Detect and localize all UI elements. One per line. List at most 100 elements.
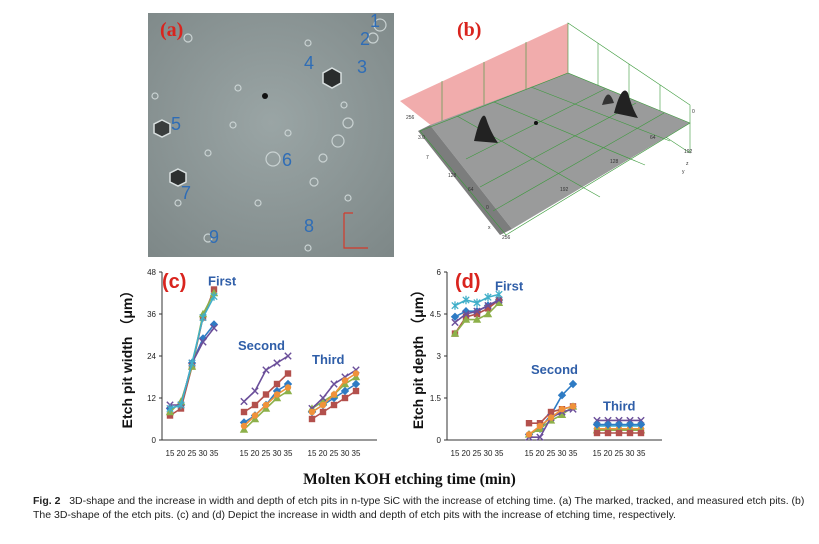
data-point	[636, 420, 646, 429]
3d-tick-label: 0	[486, 205, 489, 211]
y-tick-label: 3	[437, 352, 442, 361]
data-point	[495, 296, 503, 304]
data-point	[494, 298, 504, 306]
data-point	[262, 391, 270, 398]
data-point	[198, 334, 208, 343]
3d-axis-letter: x	[488, 225, 491, 231]
micrograph-image	[148, 13, 394, 257]
data-point	[495, 290, 503, 299]
y-axis-label: Etch pit depth （μm）	[410, 283, 426, 429]
data-point	[341, 377, 349, 384]
data-point	[239, 418, 249, 427]
data-point	[450, 312, 460, 321]
y-tick-label: 1.5	[430, 394, 442, 403]
data-point	[484, 301, 492, 310]
3d-tick-label: 3.0	[418, 135, 425, 141]
x-tick-label: 15	[451, 449, 460, 458]
x-tick-label: 35	[284, 449, 293, 458]
x-tick-label: 30	[484, 449, 493, 458]
pit-label-2: 2	[360, 29, 371, 49]
data-point	[166, 404, 174, 413]
data-point	[484, 305, 492, 312]
panel-a-tag: (a)	[160, 19, 184, 41]
data-point	[615, 429, 623, 437]
data-point	[568, 379, 578, 389]
data-point	[272, 386, 282, 396]
data-point	[473, 298, 481, 307]
data-point	[351, 379, 361, 389]
x-tick-label: 35	[637, 449, 646, 458]
x-tick-label: 25	[473, 449, 482, 458]
data-point	[240, 422, 248, 430]
x-tick-label: 15	[593, 449, 602, 458]
3d-surface-image: 256 3.0 7 128 64 0 192 256 64 128 192 0 …	[400, 22, 695, 241]
pit-label-8: 8	[304, 216, 315, 236]
data-point	[557, 410, 567, 418]
panel-b-3d-shape: 256 3.0 7 128 64 0 192 256 64 128 192 0 …	[400, 13, 710, 257]
data-point	[626, 429, 634, 437]
y-tick-label: 24	[147, 352, 156, 361]
data-point	[251, 401, 259, 409]
pit-label-4: 4	[304, 53, 315, 73]
y-tick-label: 4.5	[430, 310, 442, 319]
data-point	[637, 429, 645, 437]
pit-label-7: 7	[181, 183, 192, 203]
3d-axis-letter: y	[682, 169, 685, 175]
data-point	[484, 293, 492, 302]
group-label: Third	[312, 352, 345, 367]
pit-label-3: 3	[357, 57, 368, 77]
data-point	[536, 433, 544, 441]
data-point	[251, 412, 259, 419]
data-point	[462, 310, 470, 318]
y-tick-label: 0	[437, 436, 442, 445]
x-tick-label: 35	[495, 449, 504, 458]
data-point	[536, 422, 544, 430]
3d-tick-label: 64	[468, 187, 474, 193]
x-tick-label: 20	[536, 449, 545, 458]
data-point	[319, 408, 327, 416]
data-point	[547, 408, 555, 416]
panel-b-tag: (b)	[457, 19, 482, 41]
x-tick-label: 15	[308, 449, 317, 458]
data-point	[319, 394, 327, 402]
panel-tag: (c)	[162, 271, 186, 293]
data-point	[284, 352, 292, 360]
3d-axis-letter: z	[686, 161, 689, 167]
panel-a-micrograph: (a) 1 2 3 4 5 6 7 8 9	[148, 11, 394, 257]
data-point	[330, 391, 338, 398]
pit-label-5: 5	[171, 114, 182, 134]
series-line	[169, 296, 215, 410]
y-tick-label: 36	[147, 310, 156, 319]
x-tick-label: 25	[547, 449, 556, 458]
y-tick-label: 48	[147, 268, 156, 277]
group-label: First	[208, 274, 237, 289]
data-point	[625, 420, 635, 429]
data-point	[593, 429, 601, 437]
data-point	[330, 380, 338, 388]
data-point	[352, 370, 360, 377]
data-point	[210, 292, 218, 301]
data-point	[614, 420, 624, 429]
data-point	[284, 384, 292, 391]
figure-number: Fig. 2	[33, 495, 61, 507]
x-tick-label: 25	[188, 449, 197, 458]
data-point	[166, 412, 174, 419]
data-point	[451, 301, 459, 310]
data-point	[341, 394, 349, 402]
data-point	[262, 401, 270, 409]
x-tick-label: 25	[262, 449, 271, 458]
data-point	[525, 431, 533, 438]
x-tick-label: 25	[615, 449, 624, 458]
data-point	[603, 420, 613, 429]
data-point	[210, 324, 218, 332]
x-tick-label: 30	[199, 449, 208, 458]
data-point	[262, 366, 270, 374]
data-point	[273, 391, 281, 398]
data-point	[251, 387, 259, 395]
y-axis-label: Etch pit width （μm）	[120, 284, 135, 429]
data-point	[462, 295, 470, 305]
data-point	[451, 318, 459, 327]
group-label: Second	[238, 338, 285, 353]
data-point	[604, 429, 612, 437]
